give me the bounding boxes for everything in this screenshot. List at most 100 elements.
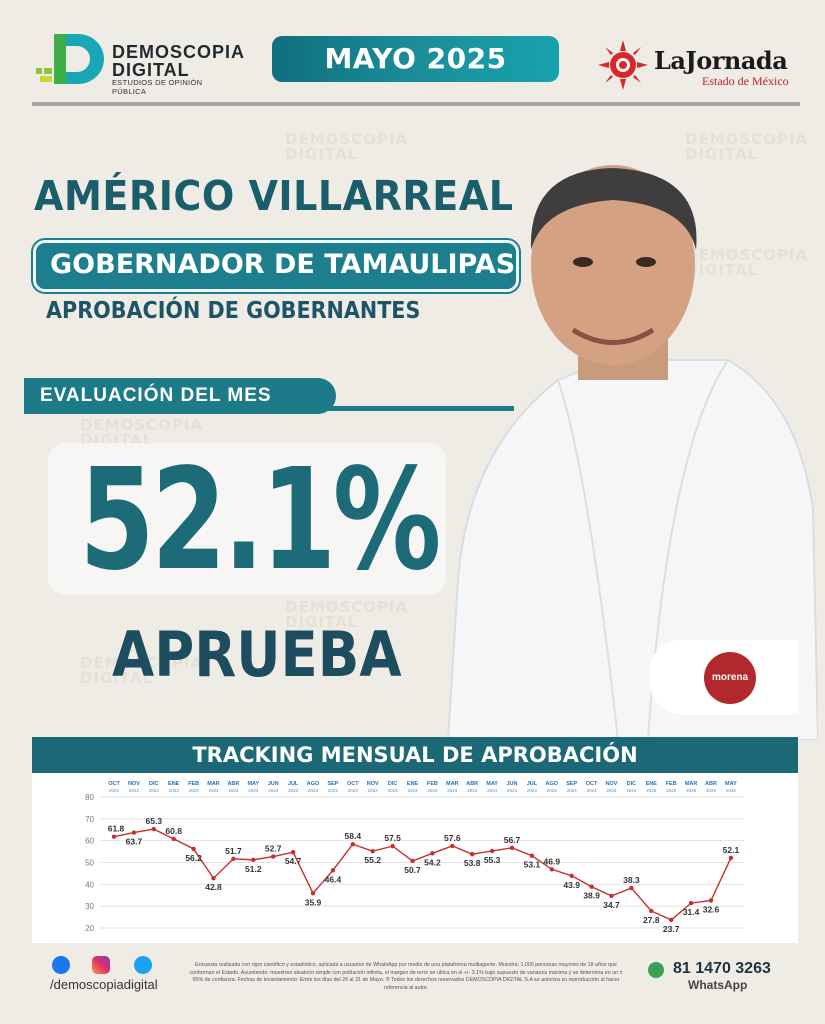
y-tick-label: 20 (85, 924, 94, 933)
x-month-label: FEB (427, 781, 438, 787)
data-point (430, 851, 435, 856)
x-month-label: ABR (705, 781, 717, 787)
x-year-label: 2023 (248, 788, 259, 793)
x-year-label: 2024 (567, 788, 578, 793)
x-month-label: OCT (347, 781, 359, 787)
social-handle[interactable]: /demoscopiadigital (50, 977, 158, 992)
x-month-label: NOV (128, 781, 140, 787)
x-year-label: 2023 (308, 788, 319, 793)
data-label: 53.8 (464, 858, 481, 868)
data-label: 55.3 (484, 855, 501, 865)
data-label: 46.4 (325, 874, 342, 884)
x-year-label: 2023 (388, 788, 399, 793)
percentage-panel (48, 443, 446, 595)
data-label: 43.9 (563, 880, 580, 890)
data-point (728, 855, 734, 861)
data-point (251, 857, 256, 863)
demoscopia-logo-mark-icon (36, 34, 104, 84)
x-month-label: ENE (646, 781, 658, 787)
x-month-label: JUN (268, 781, 279, 787)
x-month-label: JUL (288, 781, 299, 787)
data-point (669, 917, 674, 923)
x-year-label: 2025 (646, 788, 657, 793)
data-point (271, 854, 276, 859)
watermark-text: DEMOSCOPIA (80, 654, 204, 672)
data-label: 58.4 (345, 831, 362, 841)
data-label: 56.2 (185, 853, 202, 863)
data-point (310, 891, 316, 896)
partner-subtitle: Estado de México (702, 74, 789, 88)
whatsapp-icon[interactable] (648, 962, 664, 978)
x-year-label: 2024 (626, 788, 637, 793)
demoscopia-logo: DEMOSCOPIA DIGITAL ESTUDIOS DE OPINIÓN P… (32, 30, 244, 96)
x-year-label: 2024 (467, 788, 478, 793)
x-month-label: AGO (307, 781, 320, 787)
whatsapp-phone[interactable]: 81 1470 3263 (673, 960, 771, 977)
x-month-label: ABR (227, 781, 239, 787)
watermark-text: DIGITAL (80, 669, 154, 687)
governor-name: AMÉRICO VILLARREAL (34, 172, 514, 220)
data-point (529, 853, 535, 858)
data-point (171, 836, 176, 842)
x-month-label: MAY (725, 781, 737, 787)
data-point (390, 843, 395, 849)
data-label: 53.1 (524, 860, 541, 870)
instagram-icon[interactable] (92, 956, 110, 974)
watermark: DEMOSCOPIA DIGITAL (685, 248, 808, 278)
x-month-label: MAR (207, 781, 220, 787)
watermark: DEMOSCOPIA DIGITAL (80, 656, 203, 686)
x-month-label: OCT (108, 781, 120, 787)
data-label: 52.1 (723, 845, 740, 855)
data-point (549, 867, 554, 872)
x-month-label: FEB (666, 781, 677, 787)
x-month-label: AGO (546, 781, 559, 787)
x-year-label: 2023 (368, 788, 379, 793)
data-label: 23.7 (663, 924, 680, 934)
x-year-label: 2023 (288, 788, 299, 793)
x-year-label: 2025 (686, 788, 697, 793)
twitter-icon[interactable] (134, 956, 152, 974)
governor-role: GOBERNADOR DE TAMAULIPAS (33, 240, 519, 292)
data-label: 31.4 (683, 907, 700, 917)
x-year-label: 2025 (726, 788, 737, 793)
watermark-text: DIGITAL (685, 261, 759, 279)
approval-tracking-chart: 20304050607080OCT2022NOV2022DIC2022ENE20… (85, 781, 744, 934)
data-label: 51.7 (225, 846, 242, 856)
data-point (211, 876, 216, 881)
data-label: 38.3 (623, 875, 640, 885)
logo-title-second: DIGITAL (112, 60, 190, 80)
data-label: 56.7 (504, 835, 521, 845)
x-month-label: ENE (168, 781, 180, 787)
watermark-text: DIGITAL (285, 145, 359, 163)
x-year-label: 2023 (348, 788, 359, 793)
data-label: 46.9 (544, 856, 561, 866)
facebook-icon[interactable] (52, 956, 70, 974)
watermark-text: DEMOSCOPIA (285, 130, 409, 148)
approval-percentage: 52.1% (79, 439, 441, 602)
x-year-label: 2022 (149, 788, 160, 793)
data-point (470, 852, 475, 857)
la-jornada-logo: LaJornada Estado de México (598, 40, 803, 90)
x-month-label: MAY (247, 781, 259, 787)
data-point (509, 845, 515, 851)
data-point (191, 846, 196, 852)
chart-title: TRACKING MENSUAL DE APROBACIÓN (192, 743, 638, 767)
data-label: 51.2 (245, 864, 262, 874)
data-label: 61.8 (108, 824, 125, 834)
x-month-label: DIC (149, 781, 159, 787)
x-year-label: 2023 (189, 788, 200, 793)
data-point (450, 843, 455, 849)
x-year-label: 2022 (109, 788, 120, 793)
x-year-label: 2023 (169, 788, 180, 793)
data-point (649, 908, 654, 914)
y-tick-label: 40 (85, 880, 94, 889)
data-label: 55.2 (364, 855, 381, 865)
whatsapp-label: WhatsApp (688, 978, 748, 992)
x-year-label: 2024 (407, 788, 418, 793)
x-year-label: 2024 (487, 788, 498, 793)
x-month-label: FEB (188, 781, 199, 787)
data-point (569, 873, 574, 879)
x-month-label: NOV (606, 781, 618, 787)
x-year-label: 2025 (666, 788, 677, 793)
data-label: 42.8 (205, 882, 222, 892)
